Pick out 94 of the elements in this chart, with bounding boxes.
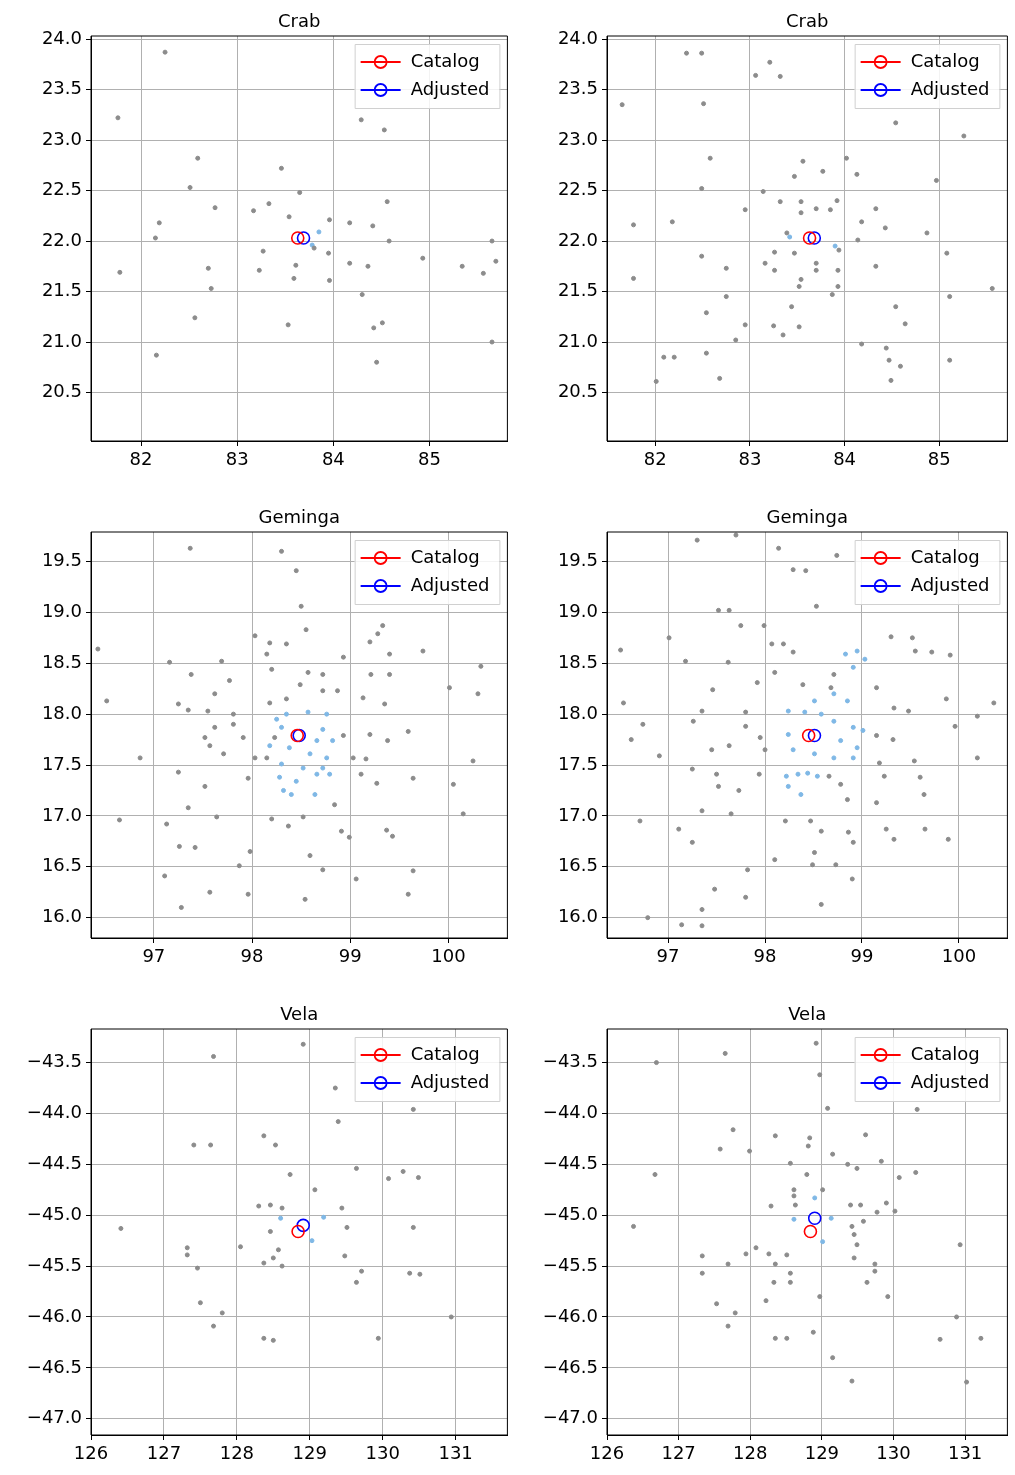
- x-tick-label: 130: [876, 1442, 911, 1464]
- y-tick-label: 19.5: [557, 549, 598, 571]
- y-tick-label: 24.0: [41, 26, 82, 48]
- y-tick-label: 23.0: [41, 127, 82, 149]
- x-tick-label: 128: [733, 1442, 768, 1464]
- y-tick-label: 18.0: [41, 701, 82, 723]
- y-tick-label: −45.5: [542, 1253, 598, 1275]
- x-tick-label: 129: [292, 1442, 327, 1464]
- y-tick-label: 18.5: [557, 650, 598, 672]
- y-tick-label: 19.0: [41, 600, 82, 622]
- legend-label: Catalog: [410, 1042, 480, 1064]
- legend-label: Adjusted: [410, 1070, 490, 1092]
- y-tick-label: 22.5: [557, 178, 598, 200]
- x-tick-label: 126: [589, 1442, 625, 1464]
- x-tick-label: 127: [146, 1442, 182, 1464]
- x-tick-label: 131: [438, 1442, 473, 1464]
- chart-title: Geminga: [258, 505, 340, 527]
- legend-label: Catalog: [910, 1042, 980, 1064]
- x-tick-label: 100: [941, 945, 977, 967]
- y-tick-label: −44.0: [542, 1101, 598, 1123]
- y-tick-label: 17.0: [41, 803, 82, 825]
- x-tick-label: 127: [661, 1442, 696, 1464]
- y-tick-label: 18.5: [41, 650, 82, 672]
- y-tick-label: 16.5: [41, 854, 82, 876]
- x-tick-label: 84: [833, 448, 857, 470]
- y-tick-label: 16.0: [41, 905, 82, 927]
- y-tick-label: −45.0: [26, 1202, 82, 1224]
- y-tick-label: 23.0: [557, 127, 598, 149]
- y-tick-label: 17.0: [557, 803, 598, 825]
- y-tick-label: 23.5: [557, 77, 598, 99]
- y-tick-label: −46.5: [542, 1355, 598, 1377]
- y-tick-label: 21.5: [41, 279, 82, 301]
- legend-label: Catalog: [410, 545, 480, 567]
- y-tick-label: 24.0: [557, 26, 598, 48]
- legend-label: Adjusted: [910, 573, 990, 595]
- y-tick-label: 21.5: [557, 279, 598, 301]
- y-tick-label: −44.0: [26, 1101, 82, 1123]
- legend-label: Adjusted: [910, 1070, 990, 1092]
- chart-title: Crab: [785, 9, 829, 31]
- y-tick-label: 16.0: [557, 905, 598, 927]
- x-tick-label: 97: [656, 945, 680, 967]
- x-tick-label: 99: [850, 945, 874, 967]
- x-tick-label: 83: [738, 448, 762, 470]
- y-tick-label: −47.0: [26, 1406, 82, 1428]
- y-tick-label: −44.5: [542, 1152, 598, 1174]
- x-tick-label: 83: [225, 448, 249, 470]
- y-tick-label: 19.5: [41, 549, 82, 571]
- y-tick-label: −46.0: [542, 1304, 598, 1326]
- x-tick-label: 82: [129, 448, 153, 470]
- x-tick-label: 97: [142, 945, 166, 967]
- x-tick-label: 128: [219, 1442, 255, 1464]
- y-tick-label: −43.5: [542, 1050, 598, 1072]
- y-tick-label: −46.0: [26, 1304, 82, 1326]
- legend-label: Catalog: [910, 49, 980, 71]
- chart-title: Geminga: [766, 505, 848, 527]
- y-tick-label: 23.5: [41, 77, 82, 99]
- y-tick-label: 16.5: [557, 854, 598, 876]
- x-tick-label: 100: [431, 945, 466, 967]
- x-tick-label: 130: [365, 1442, 400, 1464]
- y-tick-label: 22.0: [557, 228, 598, 250]
- y-tick-label: −47.0: [542, 1406, 598, 1428]
- y-tick-label: 21.0: [41, 329, 82, 351]
- x-tick-label: 98: [753, 945, 777, 967]
- y-tick-label: 18.0: [557, 701, 598, 723]
- y-tick-label: 21.0: [557, 329, 598, 351]
- chart-title: Crab: [277, 9, 321, 31]
- legend-label: Catalog: [410, 49, 480, 71]
- chart-title: Vela: [280, 1002, 319, 1024]
- chart-title: Vela: [788, 1002, 827, 1024]
- y-tick-label: 22.5: [41, 178, 82, 200]
- legend-label: Adjusted: [410, 77, 490, 99]
- y-tick-label: 17.5: [557, 752, 598, 774]
- x-tick-label: 85: [418, 448, 441, 470]
- y-tick-label: −46.5: [26, 1355, 82, 1377]
- x-tick-label: 82: [643, 448, 667, 470]
- x-tick-label: 131: [947, 1442, 983, 1464]
- legend-label: Adjusted: [410, 573, 490, 595]
- x-tick-label: 99: [338, 945, 362, 967]
- y-tick-label: 22.0: [41, 228, 82, 250]
- x-tick-label: 98: [240, 945, 264, 967]
- y-tick-label: 19.0: [557, 600, 598, 622]
- y-tick-label: −45.5: [26, 1253, 82, 1275]
- legend-label: Adjusted: [910, 77, 990, 99]
- y-tick-label: 17.5: [41, 752, 82, 774]
- x-tick-label: 85: [927, 448, 951, 470]
- y-tick-label: −43.5: [26, 1050, 82, 1072]
- x-tick-label: 84: [321, 448, 345, 470]
- y-tick-label: 20.5: [41, 380, 82, 402]
- x-tick-label: 126: [73, 1442, 109, 1464]
- y-tick-label: −44.5: [26, 1152, 82, 1174]
- x-tick-label: 129: [804, 1442, 840, 1464]
- y-tick-label: 20.5: [557, 380, 598, 402]
- legend-label: Catalog: [910, 545, 980, 567]
- y-tick-label: −45.0: [542, 1202, 598, 1224]
